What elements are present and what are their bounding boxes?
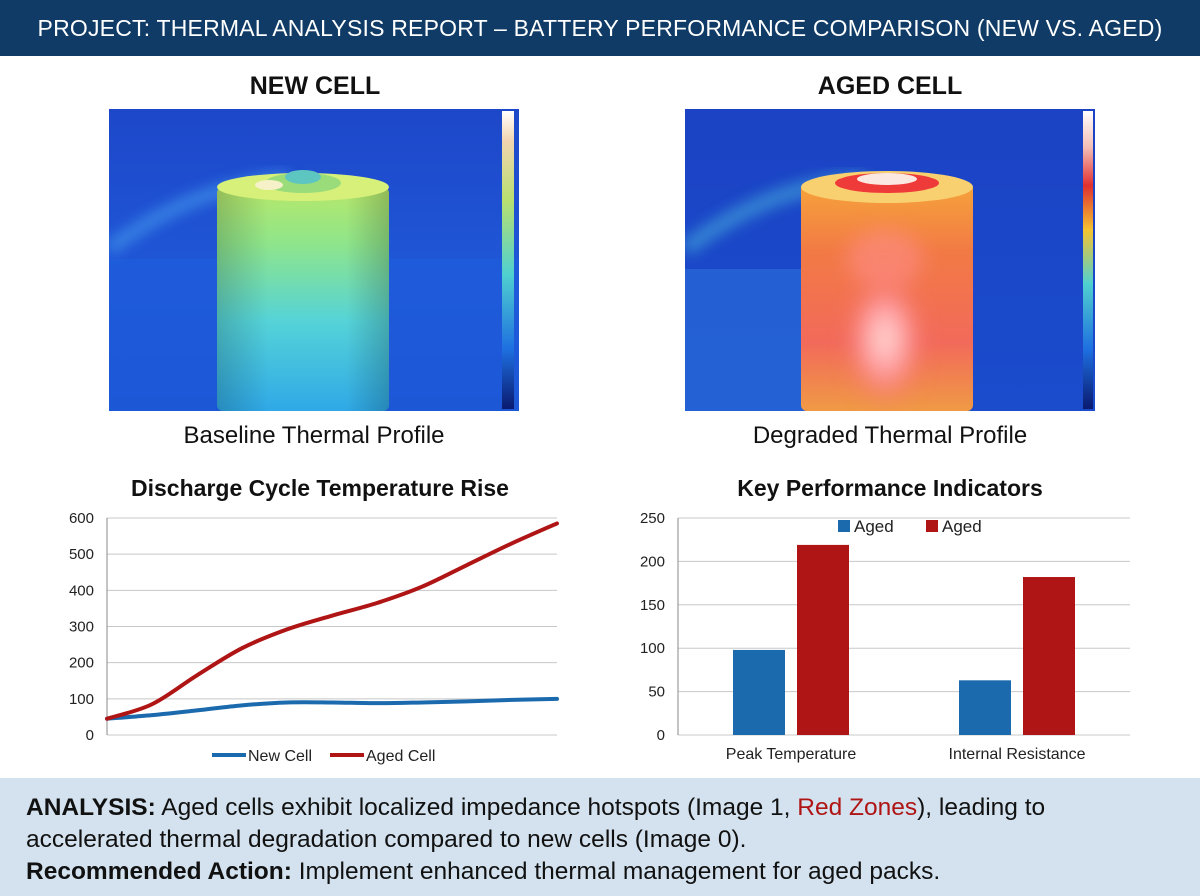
bar-chart-svg: 0 50 100 150 200 250 Peak Temperature Internal … bbox=[640, 510, 1130, 763]
new-cell-thermal-image bbox=[109, 109, 519, 411]
y-tick-label: 200 bbox=[69, 655, 94, 672]
new-cell-title: NEW CELL bbox=[249, 72, 381, 100]
y-tick-label: 50 bbox=[648, 684, 665, 701]
new-cell-caption: Baseline Thermal Profile bbox=[183, 422, 445, 449]
y-tick-label: 400 bbox=[69, 582, 94, 599]
legend-blue-swatch bbox=[838, 520, 850, 532]
y-tick-label: 100 bbox=[69, 691, 94, 708]
bar-chart: 0 50 100 150 200 250 Peak Temperature Internal … bbox=[620, 505, 1160, 780]
line-chart-title: Discharge Cycle Temperature Rise bbox=[131, 475, 509, 501]
y-tick-label: 100 bbox=[640, 640, 665, 657]
legend-new-cell-label: New Cell bbox=[248, 748, 312, 765]
report-header: PROJECT: THERMAL ANALYSIS REPORT – BATTE… bbox=[0, 0, 1200, 56]
y-tick-label: 150 bbox=[640, 597, 665, 614]
bar-red-internal-resistance bbox=[1023, 577, 1075, 735]
aged-cell-title: AGED CELL bbox=[817, 72, 963, 100]
legend-aged-cell-label: Aged Cell bbox=[366, 748, 435, 765]
bar-red-peak-temperature bbox=[797, 544, 849, 735]
y-tick-label: 0 bbox=[86, 727, 94, 744]
action-label: Recommended Action: bbox=[26, 858, 292, 885]
x-category-label: Peak Temperature bbox=[726, 746, 857, 763]
analysis-label: ANALYSIS: bbox=[26, 794, 156, 821]
action-paragraph: Recommended Action: Implement enhanced t… bbox=[26, 856, 1174, 888]
bar-blue-internal-resistance bbox=[959, 680, 1011, 735]
aged-cell-series-line bbox=[105, 521, 559, 721]
analysis-text-2: ), leading to accelerated thermal degrad… bbox=[26, 794, 1046, 853]
analysis-footer: ANALYSIS: Aged cells exhibit localized i… bbox=[0, 778, 1200, 896]
aged-cell-caption: Degraded Thermal Profile bbox=[752, 422, 1028, 449]
y-tick-label: 200 bbox=[640, 553, 665, 570]
x-category-label: Internal Resistance bbox=[949, 746, 1086, 763]
y-tick-label: 500 bbox=[69, 546, 94, 563]
line-chart-svg: 0 100 200 300 400 500 600 New Cell Aged Cell bbox=[69, 510, 559, 765]
action-text: Implement enhanced thermal management fo… bbox=[291, 858, 941, 885]
legend-red-label: Aged bbox=[942, 517, 982, 536]
report-title: PROJECT: THERMAL ANALYSIS REPORT – BATTE… bbox=[37, 14, 1163, 41]
aged-cell-thermal-image bbox=[685, 109, 1095, 411]
analysis-text-1: Aged cells exhibit localized impedance h… bbox=[155, 794, 798, 821]
bar-blue-peak-temperature bbox=[733, 649, 785, 735]
y-tick-label: 600 bbox=[69, 510, 94, 527]
bar-chart-title: Key Performance Indicators bbox=[737, 475, 1043, 501]
line-chart: 0 100 200 300 400 500 600 New Cell Aged Cell bbox=[40, 505, 580, 780]
y-tick-label: 250 bbox=[640, 510, 665, 527]
legend-blue-label: Aged bbox=[854, 517, 894, 536]
y-tick-label: 0 bbox=[657, 727, 665, 744]
red-zones-text: Red Zones bbox=[797, 794, 918, 821]
new-cell-series-line bbox=[105, 696, 559, 721]
analysis-paragraph: ANALYSIS: Aged cells exhibit localized i… bbox=[26, 792, 1174, 856]
y-tick-label: 300 bbox=[69, 619, 94, 636]
legend-red-swatch bbox=[926, 520, 938, 532]
